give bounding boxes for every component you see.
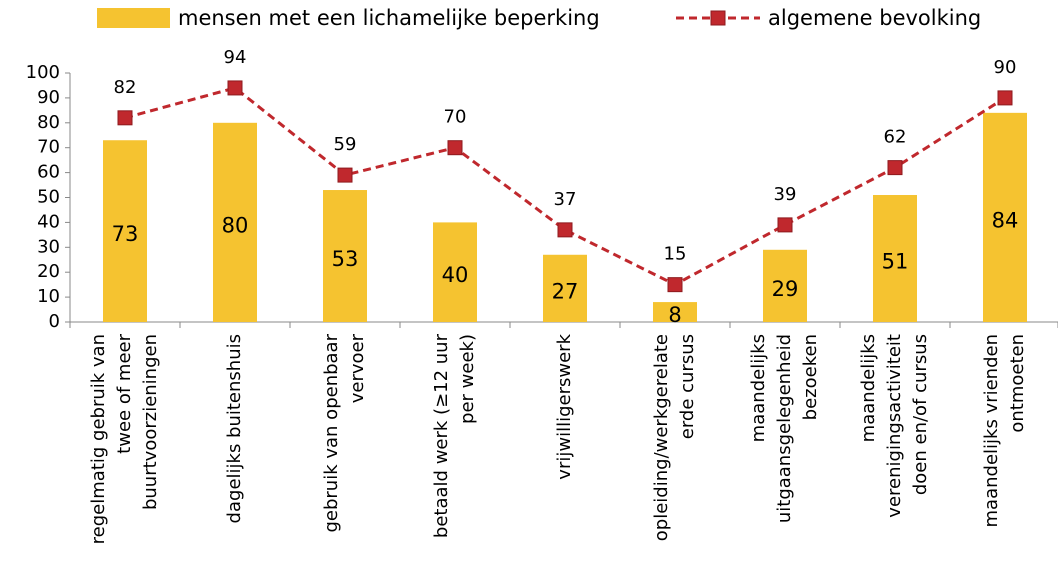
x-tick-label: twee of meer (114, 333, 135, 453)
bar-value-label: 53 (332, 247, 359, 271)
x-tick-label: buurtvoorzieningen (140, 334, 161, 510)
line-marker (227, 80, 243, 96)
line-marker (337, 167, 353, 183)
line-marker (667, 277, 683, 293)
y-tick-label: 30 (37, 236, 60, 257)
line (124, 86, 1006, 287)
bar (763, 249, 807, 322)
bar-value-label: 40 (442, 263, 469, 287)
y-tick-label: 60 (37, 162, 60, 183)
legend-label: mensen met een lichamelijke beperking (178, 6, 600, 30)
x-tick-label: ontmoeten (1007, 334, 1028, 433)
x-tick-label: vervoer (347, 333, 368, 403)
x-tick-label: per week) (457, 334, 478, 424)
x-tick-label: bezoeken (800, 334, 821, 420)
bar-value-label: 8 (668, 303, 681, 327)
x-tick-label: dagelijks buitenshuis (224, 334, 245, 523)
x-tick-label: doen en/of cursus (910, 334, 931, 495)
line-value-label: 62 (884, 127, 907, 148)
line-value-label: 15 (664, 244, 687, 265)
y-tick-label: 20 (37, 261, 60, 282)
bar-value-label: 84 (992, 208, 1019, 232)
line-value-label: 59 (334, 134, 357, 155)
legend-swatch (97, 8, 170, 28)
x-tick-label: verenigingsactiviteit (884, 334, 905, 518)
line-marker (997, 90, 1013, 106)
legend-label: algemene bevolking (768, 6, 981, 30)
bar-value-label: 73 (112, 222, 139, 246)
line-marker (117, 110, 133, 126)
bar-value-label: 27 (552, 279, 579, 303)
y-tick-label: 50 (37, 187, 60, 208)
y-tick-label: 10 (37, 286, 60, 307)
line-value-label: 90 (994, 57, 1017, 78)
bar (653, 302, 697, 322)
y-tick-label: 70 (37, 137, 60, 158)
y-tick-label: 80 (37, 112, 60, 133)
x-tick-label: uitgaansgelegenheid (774, 334, 795, 523)
line-marker (777, 217, 793, 233)
line-value-label: 94 (224, 47, 247, 68)
x-tick-label: maandelijks vrienden (981, 334, 1002, 527)
bar-value-label: 80 (222, 213, 249, 237)
line-value-label: 37 (554, 189, 577, 210)
x-tick-label: erde cursus (677, 334, 698, 439)
line-value-label: 39 (774, 184, 797, 205)
bar (433, 222, 477, 322)
bar (213, 122, 257, 322)
y-tick-label: 40 (37, 211, 60, 232)
x-tick-label: vrijwilligerswerk (554, 333, 575, 479)
line-marker (557, 222, 573, 238)
y-tick-label: 0 (49, 311, 60, 332)
legend-marker (710, 10, 726, 26)
x-tick-label: gebruik van openbaar (321, 333, 342, 532)
x-tick-label: regelmatig gebruik van (88, 334, 109, 544)
bar (543, 254, 587, 322)
line-marker (447, 140, 463, 156)
x-tick-label: opleiding/werkgerelate (651, 334, 672, 541)
bar (873, 195, 917, 322)
bar-value-label: 51 (882, 250, 909, 274)
line-value-label: 70 (444, 107, 467, 128)
x-tick-label: betaald werk (≥12 uur (431, 333, 452, 538)
line-value-label: 82 (114, 77, 137, 98)
line-marker (887, 160, 903, 176)
x-tick-label: maandelijks (748, 334, 769, 442)
bar-value-label: 29 (772, 277, 799, 301)
x-tick-label: maandelijks (858, 334, 879, 442)
bar (323, 190, 367, 322)
bar (983, 112, 1027, 322)
bar (103, 140, 147, 322)
y-tick-label: 100 (26, 62, 60, 83)
y-tick-label: 90 (37, 87, 60, 108)
